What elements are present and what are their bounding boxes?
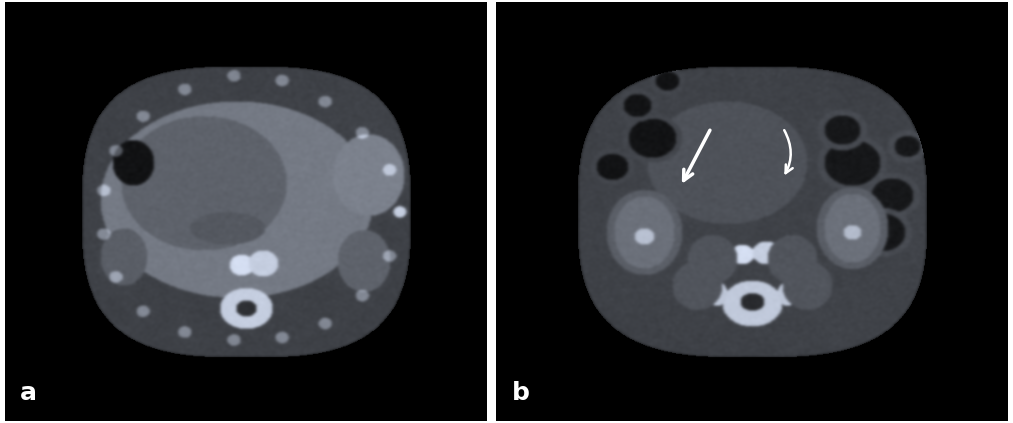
- Text: b: b: [512, 381, 530, 405]
- Text: a: a: [19, 381, 36, 405]
